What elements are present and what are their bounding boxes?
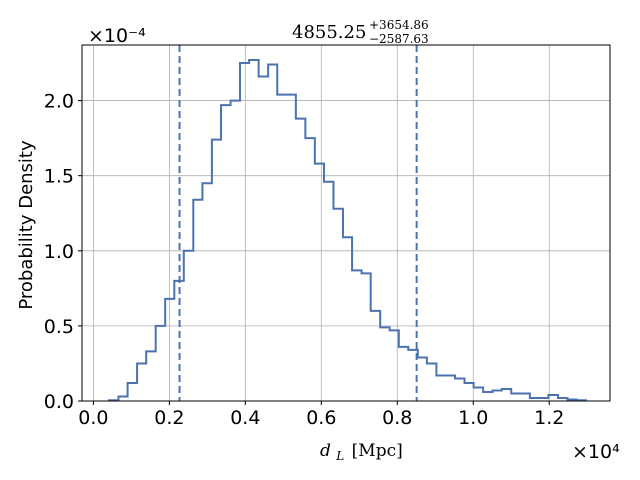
y-tick-label: 1.0	[44, 241, 74, 263]
title-upper-bound: +3654.86	[369, 18, 429, 32]
x-tick-label: 1.2	[534, 407, 564, 429]
axis-ticks: 0.0 0.2 0.4 0.6 0.8 1.0 1.2 0.0 0.5 1.0 1.5 2.0	[44, 91, 565, 429]
y-tick-label: 1.5	[44, 166, 74, 188]
x-tick-label: 1.0	[458, 407, 488, 429]
x-tick-label: 0.8	[382, 407, 412, 429]
x-axis-offset-text: ×10⁴	[572, 441, 620, 463]
x-axis-label-symbol: d	[320, 441, 331, 461]
x-axis-label: d L [Mpc]	[320, 441, 403, 465]
title-median: 4855.25	[292, 22, 366, 43]
y-tick-label: 2.0	[44, 91, 74, 113]
plot-area-border	[81, 44, 611, 402]
credible-interval-lines	[178, 45, 418, 401]
y-tick-label: 0.5	[44, 316, 74, 338]
grid-lines	[82, 45, 610, 402]
title-lower-bound: −2587.63	[369, 32, 429, 46]
x-tick-label: 0.0	[78, 407, 108, 429]
histogram-series	[107, 59, 588, 402]
plot-frame	[81, 44, 611, 402]
chart-title: 4855.25	[292, 22, 366, 43]
x-tick-label: 0.6	[306, 407, 336, 429]
x-axis-label-unit: [Mpc]	[352, 441, 403, 461]
x-tick-label: 0.4	[230, 407, 260, 429]
histogram-step-line	[107, 59, 588, 402]
x-tick-label: 0.2	[154, 407, 184, 429]
x-axis-label-subscript: L	[335, 449, 344, 463]
y-axis-label: Probability Density	[16, 140, 37, 310]
y-axis-offset-text: ×10⁻⁴	[88, 25, 146, 47]
y-tick-label: 0.0	[44, 391, 74, 413]
